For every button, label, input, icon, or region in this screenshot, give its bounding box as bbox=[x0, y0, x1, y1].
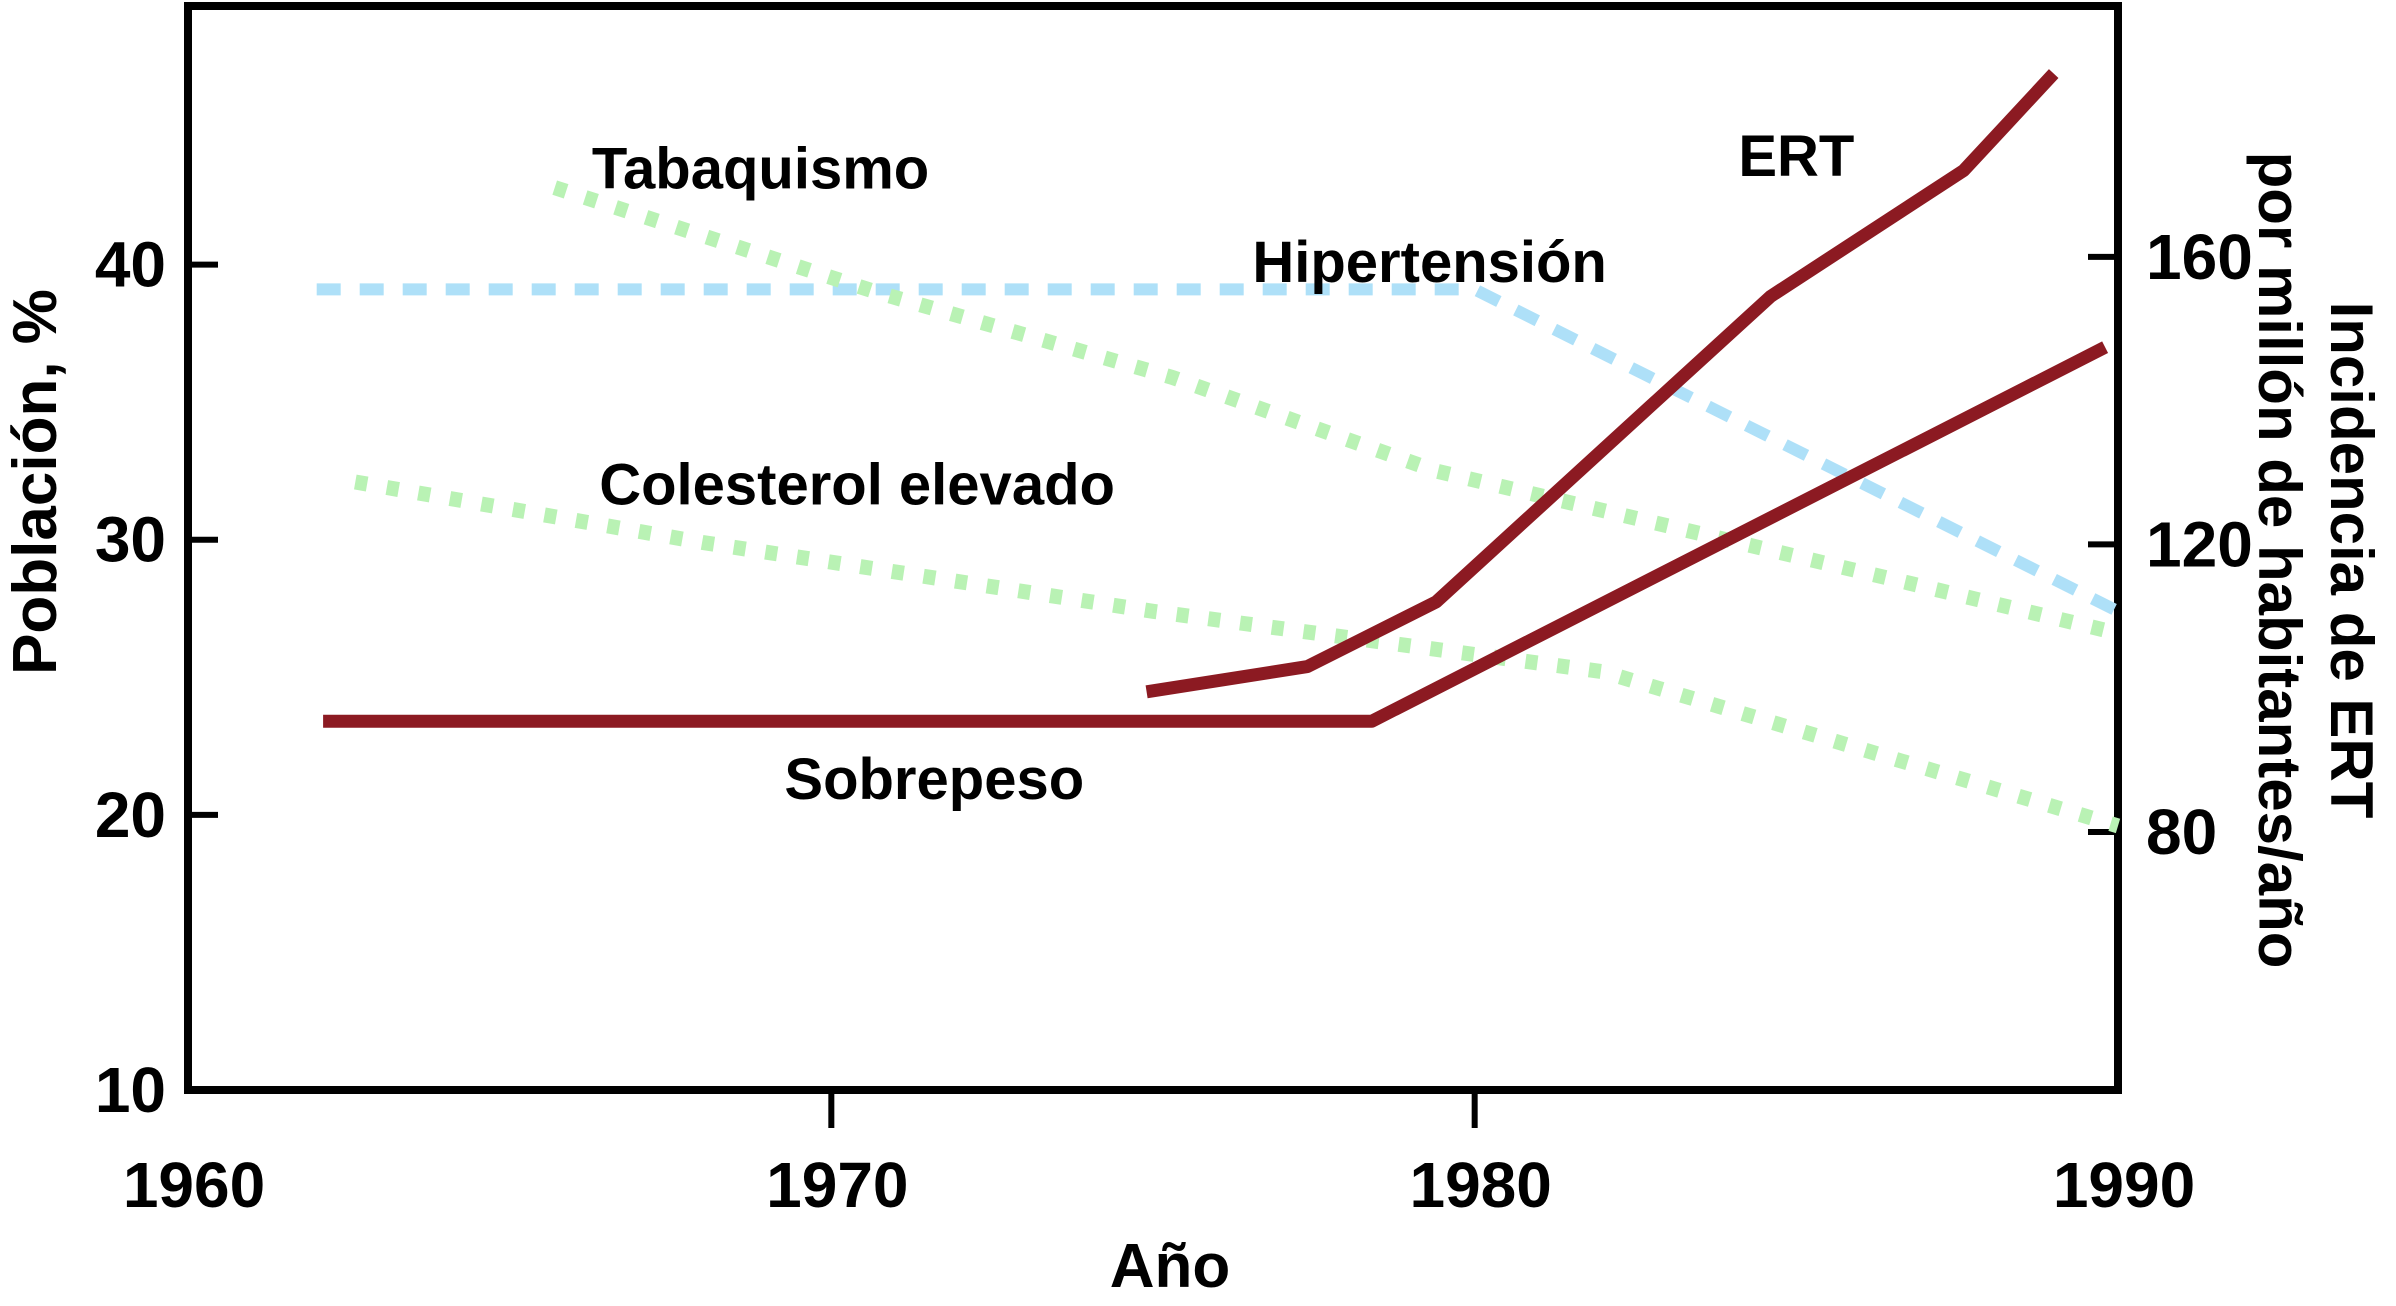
series-label-hipertension: Hipertensión bbox=[1252, 230, 1607, 295]
series-label-ert: ERT bbox=[1738, 124, 1854, 189]
x-axis-tick-label: 1980 bbox=[1409, 1149, 1551, 1221]
right-y-axis-title-line2: por millón de habitantes/año bbox=[2246, 151, 2313, 969]
left-axis-tick-label: 30 bbox=[95, 504, 166, 576]
plot-border bbox=[184, 2, 2122, 1094]
series-line-hipertension bbox=[316, 283, 2121, 617]
x-axis-tick-label: 1960 bbox=[123, 1149, 265, 1221]
series-line-ert bbox=[1145, 69, 2059, 699]
left-axis-tick-label: 40 bbox=[95, 229, 166, 301]
series-label-tabaquismo: Tabaquismo bbox=[592, 136, 929, 201]
x-axis-tick-label: 1990 bbox=[2053, 1149, 2195, 1221]
x-axis-title: Año bbox=[1109, 1232, 1231, 1301]
right-axis-tick-label: 120 bbox=[2146, 508, 2253, 580]
right-axis-tick-label: 160 bbox=[2146, 221, 2253, 293]
right-axis-tick-label: 80 bbox=[2146, 796, 2217, 868]
x-axis-tick-label: 1970 bbox=[766, 1149, 908, 1221]
series-label-sobrepeso: Sobrepeso bbox=[784, 747, 1084, 812]
series-line-colesterol bbox=[354, 474, 2121, 834]
left-axis-tick-label: 10 bbox=[95, 1054, 166, 1126]
left-axis-tick-label: 20 bbox=[95, 779, 166, 851]
series-line-sobrepeso bbox=[323, 341, 2109, 728]
series-line-tabaquismo bbox=[552, 180, 2120, 641]
left-y-axis-title: Población, % bbox=[1, 289, 70, 675]
right-y-axis-title: Incidencia de ERT por millón de habitant… bbox=[2237, 85, 2387, 1035]
series-label-colesterol: Colesterol elevado bbox=[599, 453, 1115, 518]
right-y-axis-title-line1: Incidencia de ERT bbox=[2318, 301, 2385, 819]
